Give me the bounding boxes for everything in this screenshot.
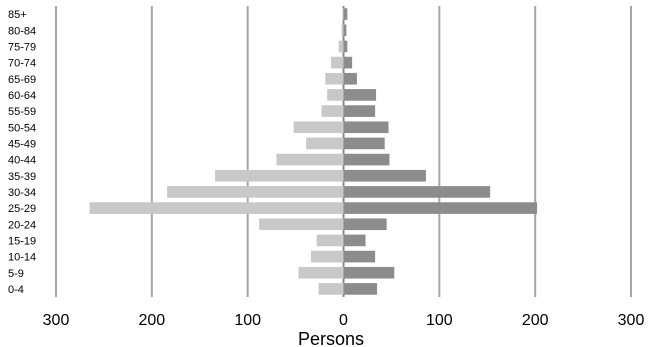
bar-right-70-74 <box>343 56 353 69</box>
category-label-20-24: 20-24 <box>8 219 36 231</box>
bar-left-20-24 <box>259 218 344 231</box>
bar-left-25-29 <box>89 202 344 214</box>
x-tick-label-4: 100 <box>426 312 453 329</box>
bar-right-35-39 <box>343 169 426 182</box>
bar-right-50-54 <box>343 121 389 134</box>
bar-right-10-14 <box>343 250 376 263</box>
bar-left-80-84 <box>341 24 344 37</box>
left-series-bars <box>89 8 344 295</box>
bar-right-15-19 <box>343 234 366 247</box>
bar-right-75-79 <box>343 40 348 53</box>
category-label-40-44: 40-44 <box>8 155 36 167</box>
category-label-75-79: 75-79 <box>8 41 36 53</box>
category-label-5-9: 5-9 <box>8 268 24 280</box>
x-tick-label-0: 300 <box>43 312 70 329</box>
bar-left-70-74 <box>331 56 344 69</box>
bar-left-75-79 <box>338 40 344 53</box>
bar-left-0-4 <box>318 283 344 295</box>
bar-right-80-84 <box>343 24 347 37</box>
bar-right-20-24 <box>343 218 387 231</box>
x-tick-label-1: 200 <box>138 312 165 329</box>
x-tick-label-2: 100 <box>234 312 261 329</box>
bar-right-60-64 <box>343 89 377 101</box>
bar-right-25-29 <box>343 202 538 214</box>
bar-right-40-44 <box>343 153 390 166</box>
x-tick-label-3: 0 <box>339 312 348 329</box>
category-label-85+: 85+ <box>8 9 27 21</box>
category-label-50-54: 50-54 <box>8 122 36 134</box>
category-label-15-19: 15-19 <box>8 235 36 247</box>
bar-left-45-49 <box>306 137 344 150</box>
bar-left-15-19 <box>316 234 344 247</box>
bar-right-65-69 <box>343 72 357 85</box>
bar-left-50-54 <box>293 121 344 134</box>
x-tick-labels: 300 200 100 0 100 200 300 <box>43 312 645 329</box>
x-axis-title: Persons <box>298 329 364 347</box>
x-tick-label-5: 200 <box>522 312 549 329</box>
bar-right-5-9 <box>343 266 395 279</box>
category-label-25-29: 25-29 <box>8 203 36 215</box>
bar-left-35-39 <box>215 169 344 182</box>
right-series-bars <box>343 8 538 295</box>
category-label-35-39: 35-39 <box>8 171 36 183</box>
category-label-70-74: 70-74 <box>8 58 36 70</box>
category-label-10-14: 10-14 <box>8 252 36 264</box>
bar-right-85+ <box>343 8 348 20</box>
bar-left-5-9 <box>298 266 344 279</box>
bar-right-30-34 <box>343 186 491 198</box>
bar-left-65-69 <box>325 72 344 85</box>
gridlines <box>55 6 632 297</box>
x-tick-label-6: 300 <box>618 312 645 329</box>
category-label-65-69: 65-69 <box>8 74 36 86</box>
category-label-80-84: 80-84 <box>8 25 36 37</box>
category-label-45-49: 45-49 <box>8 138 36 150</box>
bar-left-85+ <box>342 8 344 20</box>
bar-right-0-4 <box>343 283 378 295</box>
bar-left-60-64 <box>327 89 344 101</box>
bar-left-30-34 <box>167 186 344 198</box>
category-label-60-64: 60-64 <box>8 90 36 102</box>
bar-right-45-49 <box>343 137 385 150</box>
category-label-0-4: 0-4 <box>8 284 24 296</box>
category-label-30-34: 30-34 <box>8 187 36 199</box>
category-labels: 85+ 80-84 75-79 70-74 65-69 60-64 55-59 50-54 45… <box>8 9 36 296</box>
category-label-55-59: 55-59 <box>8 106 36 118</box>
bar-right-55-59 <box>343 105 376 117</box>
bar-left-10-14 <box>310 250 344 263</box>
bar-left-40-44 <box>276 153 344 166</box>
bar-left-55-59 <box>321 105 344 117</box>
